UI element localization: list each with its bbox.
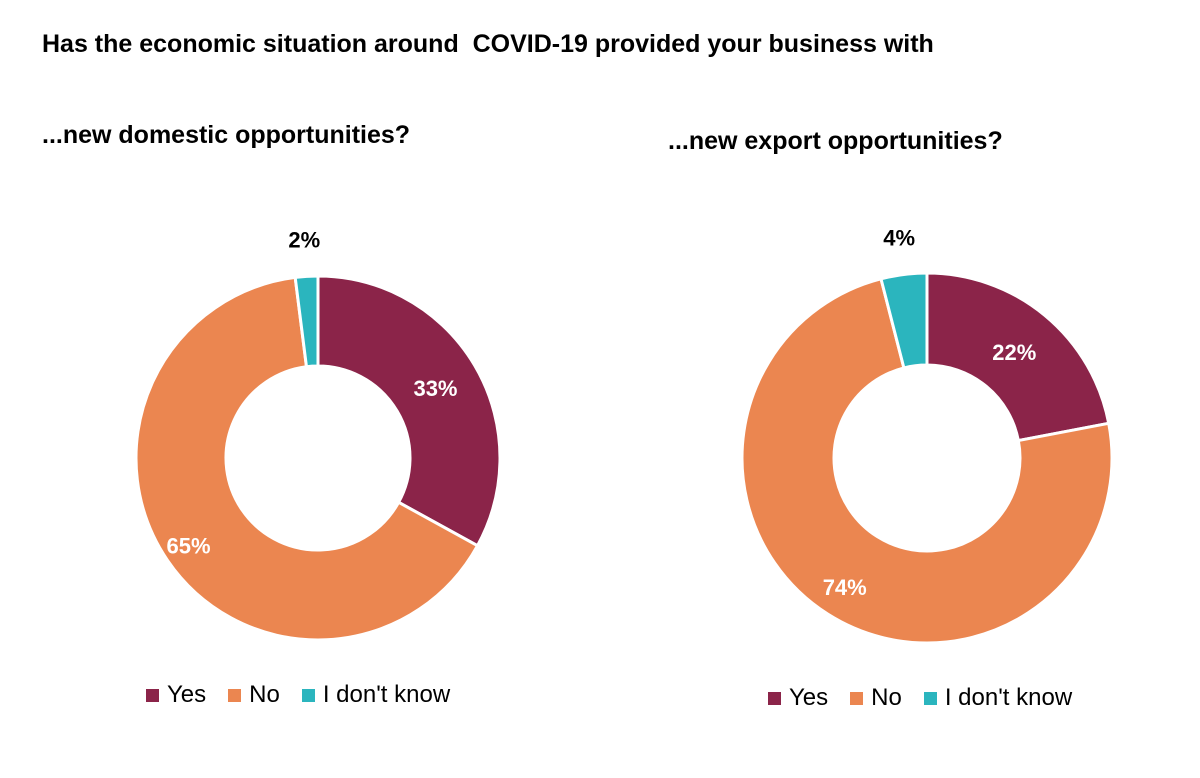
right-donut-slice-no: [740, 277, 1114, 645]
left-data-label-no: 65%: [167, 533, 211, 558]
legend-swatch-dont-know: [923, 691, 937, 705]
legend-label-yes: Yes: [167, 681, 207, 708]
legend-swatch-dont-know: [301, 688, 315, 702]
legend-swatch-no: [850, 691, 864, 705]
legend-item-no: No: [850, 684, 902, 712]
left-donut-slice-yes: [316, 274, 502, 548]
legend-label-no: No: [249, 681, 280, 708]
legend-label-no: No: [871, 684, 902, 711]
right-data-label-no: 74%: [823, 575, 867, 600]
left-data-label-yes: 33%: [413, 376, 457, 401]
legend-item-yes: Yes: [146, 681, 206, 709]
left-chart-subtitle: ...new domestic opportunities?: [42, 121, 411, 149]
legend-swatch-no: [228, 688, 242, 702]
legend-swatch-yes: [146, 688, 159, 702]
right-data-label-dont-know: 4%: [883, 225, 915, 250]
legend-label-dont-know: I don't know: [322, 681, 451, 708]
legend-label-yes: Yes: [789, 684, 829, 711]
right-data-label-yes: 22%: [992, 340, 1036, 365]
right-donut-slice-dont-know: [879, 271, 929, 370]
legend-item-no: No: [228, 681, 280, 709]
left-donut-slice-no: [134, 275, 479, 642]
right-donut-slice-yes: [925, 271, 1111, 443]
left-chart-legend: Yes No I don't know: [146, 681, 450, 709]
legend-label-dont-know: I don't know: [944, 684, 1073, 711]
legend-swatch-yes: [768, 691, 781, 705]
legend-item-yes: Yes: [768, 684, 828, 712]
right-chart-legend: Yes No I don't know: [768, 684, 1072, 712]
right-chart-subtitle: ...new export opportunities?: [668, 127, 1003, 155]
chart-title: Has the economic situation around COVID-…: [42, 30, 934, 58]
legend-item-dont-know: I don't know: [923, 684, 1073, 712]
left-donut-slice-dont-know: [293, 274, 320, 369]
left-data-label-dont-know: 2%: [288, 228, 320, 253]
legend-item-dont-know: I don't know: [301, 681, 451, 709]
